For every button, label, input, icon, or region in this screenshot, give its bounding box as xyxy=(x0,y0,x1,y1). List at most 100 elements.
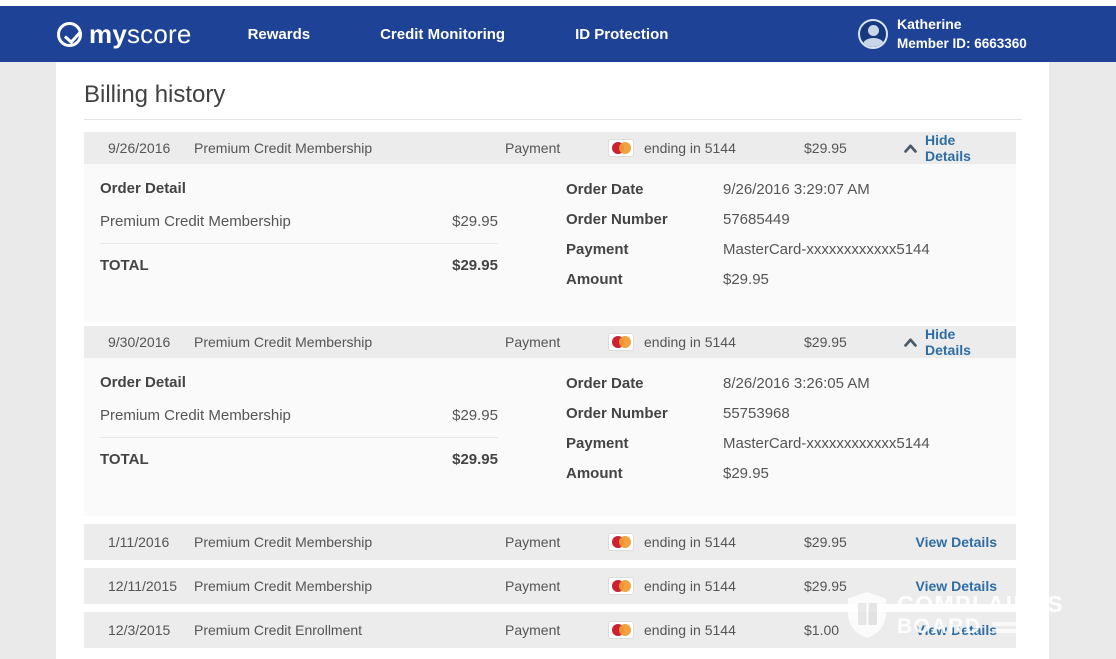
page-title: Billing history xyxy=(84,81,226,108)
hide-details-link[interactable]: Hide Details xyxy=(904,132,997,164)
details-link-label: Hide Details xyxy=(925,132,971,164)
mastercard-icon xyxy=(608,139,634,157)
order-field-value: 8/26/2016 3:26:05 AM xyxy=(723,375,870,392)
top-white-strip xyxy=(0,0,1116,6)
line-item-amount: $29.95 xyxy=(452,407,498,424)
order-line-item: Premium Credit Membership $29.95 xyxy=(100,213,498,230)
billing-description: Premium Credit Membership xyxy=(194,534,373,550)
order-field-row: Amount $29.95 xyxy=(566,270,930,290)
billing-description: Premium Credit Membership xyxy=(194,140,373,156)
line-item-name: Premium Credit Membership xyxy=(100,213,291,230)
order-field-row: Payment MasterCard-xxxxxxxxxxxx5144 xyxy=(566,240,930,260)
billing-description: Premium Credit Membership xyxy=(194,578,373,594)
view-details-link[interactable]: View Details xyxy=(916,578,997,594)
card-icon-cell xyxy=(608,333,644,351)
total-amount: $29.95 xyxy=(452,451,498,468)
billing-amount: $29.95 xyxy=(804,578,847,594)
mastercard-icon xyxy=(608,621,634,639)
billing-amount: $29.95 xyxy=(804,140,847,156)
order-field-value: $29.95 xyxy=(723,465,769,482)
order-detail-panel: Order Detail Premium Credit Membership $29… xyxy=(84,164,1016,322)
billing-type: Payment xyxy=(505,140,561,156)
nav-item-id-protection[interactable]: ID Protection xyxy=(575,25,669,43)
myscore-logo[interactable]: myscore xyxy=(57,21,192,47)
billing-row: 12/3/2015 Premium Credit Enrollment Paymen… xyxy=(84,612,1016,648)
details-cell: View Details xyxy=(904,622,1016,638)
total-label: TOTAL xyxy=(100,257,149,274)
check-circle-icon xyxy=(57,21,82,47)
order-field-value: MasterCard-xxxxxxxxxxxx5144 xyxy=(723,241,930,258)
order-field-label: Amount xyxy=(566,465,623,482)
user-text: Katherine Member ID: 6663360 xyxy=(897,15,1027,53)
billing-date: 1/11/2016 xyxy=(108,534,170,550)
details-link-label: Hide Details xyxy=(925,326,971,358)
order-field-row: Order Date 9/26/2016 3:29:07 AM xyxy=(566,180,930,200)
total-label: TOTAL xyxy=(100,451,149,468)
order-field-row: Amount $29.95 xyxy=(566,464,930,484)
details-cell: Hide Details xyxy=(904,326,1016,358)
mastercard-icon xyxy=(608,577,634,595)
card-icon-cell xyxy=(608,139,644,157)
billing-type: Payment xyxy=(505,578,561,594)
card-ending: ending in 5144 xyxy=(644,140,736,156)
mastercard-icon xyxy=(608,333,634,351)
billing-type: Payment xyxy=(505,534,561,550)
billing-amount: $1.00 xyxy=(804,622,840,638)
billing-date: 9/30/2016 xyxy=(108,334,171,350)
billing-row: 9/26/2016 Premium Credit Membership Paymen… xyxy=(84,132,1016,164)
card-ending: ending in 5144 xyxy=(644,622,736,638)
view-details-link[interactable]: View Details xyxy=(916,622,997,638)
user-member-id: Member ID: 6663360 xyxy=(897,36,1027,51)
billing-type: Payment xyxy=(505,334,561,350)
order-line-item: Premium Credit Membership $29.95 xyxy=(100,407,498,424)
order-field-value: 57685449 xyxy=(723,211,790,228)
order-detail-panel: Order Detail Premium Credit Membership $29… xyxy=(84,358,1016,516)
billing-date: 9/26/2016 xyxy=(108,140,171,156)
logo-text: myscore xyxy=(89,19,192,49)
billing-row: 12/11/2015 Premium Credit Membership Payme… xyxy=(84,568,1016,604)
order-total-row: TOTAL $29.95 xyxy=(100,451,498,468)
billing-type: Payment xyxy=(505,622,561,638)
user-name: Katherine xyxy=(897,16,962,32)
title-divider xyxy=(84,119,1022,120)
details-cell: Hide Details xyxy=(904,132,1016,164)
order-detail-right: Order Date 9/26/2016 3:29:07 AM Order Numb… xyxy=(566,180,930,322)
order-field-label: Order Date xyxy=(566,375,644,392)
order-field-label: Payment xyxy=(566,435,629,452)
order-field-label: Payment xyxy=(566,241,629,258)
line-item-name: Premium Credit Membership xyxy=(100,407,291,424)
user-account-menu[interactable]: Katherine Member ID: 6663360 xyxy=(858,15,1027,53)
order-field-row: Payment MasterCard-xxxxxxxxxxxx5144 xyxy=(566,434,930,454)
user-avatar-icon xyxy=(858,19,888,49)
page-background: Billing history 9/26/2016 Premium Credit … xyxy=(0,62,1116,659)
order-detail-divider xyxy=(100,243,498,244)
top-navbar: myscore Rewards Credit Monitoring ID Pro… xyxy=(0,6,1116,62)
view-details-link[interactable]: View Details xyxy=(916,534,997,550)
billing-row: 9/30/2016 Premium Credit Membership Paymen… xyxy=(84,326,1016,358)
billing-amount: $29.95 xyxy=(804,334,847,350)
order-field-value: $29.95 xyxy=(723,271,769,288)
order-field-row: Order Number 57685449 xyxy=(566,210,930,230)
details-link-label: View Details xyxy=(915,578,997,594)
order-detail-right: Order Date 8/26/2016 3:26:05 AM Order Numb… xyxy=(566,374,930,516)
order-field-label: Amount xyxy=(566,271,623,288)
nav-item-credit-monitoring[interactable]: Credit Monitoring xyxy=(380,25,506,43)
order-field-label: Order Date xyxy=(566,181,644,198)
card-ending: ending in 5144 xyxy=(644,578,736,594)
order-field-value: MasterCard-xxxxxxxxxxxx5144 xyxy=(723,435,930,452)
order-detail-left: Order Detail Premium Credit Membership $29… xyxy=(84,180,498,322)
order-detail-divider xyxy=(100,437,498,438)
chevron-up-icon xyxy=(904,143,917,153)
card-ending: ending in 5144 xyxy=(644,534,736,550)
hide-details-link[interactable]: Hide Details xyxy=(904,326,997,358)
order-field-label: Order Number xyxy=(566,405,668,422)
order-field-row: Order Number 55753968 xyxy=(566,404,930,424)
order-detail-left: Order Detail Premium Credit Membership $29… xyxy=(84,374,498,516)
nav-item-rewards[interactable]: Rewards xyxy=(247,25,311,43)
card-ending: ending in 5144 xyxy=(644,334,736,350)
billing-history-list: 9/26/2016 Premium Credit Membership Paymen… xyxy=(56,132,1049,648)
billing-description: Premium Credit Membership xyxy=(194,334,373,350)
card-icon-cell xyxy=(608,621,644,639)
card-icon-cell xyxy=(608,533,644,551)
billing-description: Premium Credit Enrollment xyxy=(194,622,363,638)
